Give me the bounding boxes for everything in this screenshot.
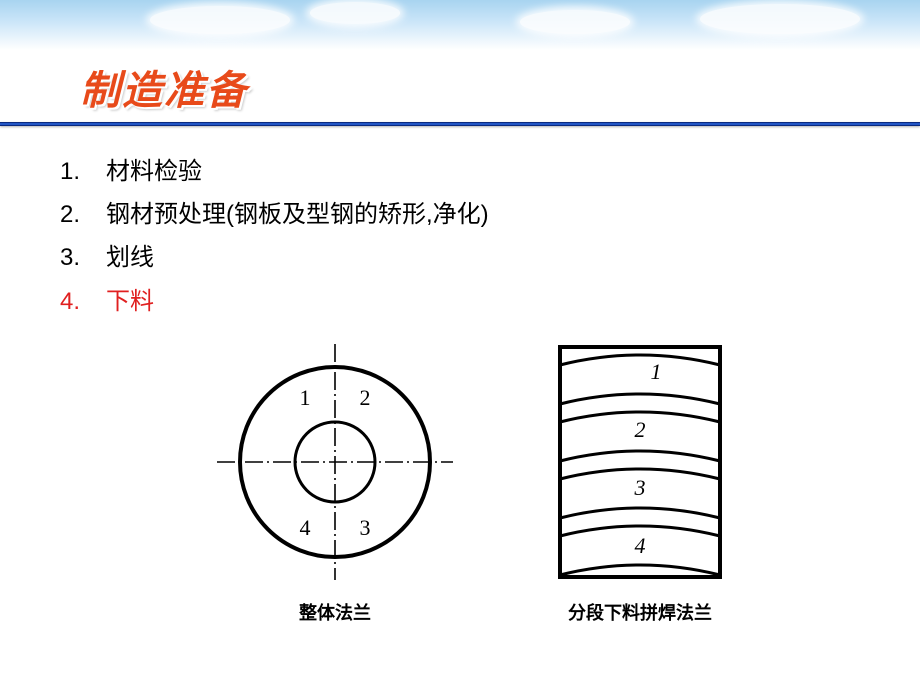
list-item-highlight: 4. 下料: [60, 280, 880, 323]
svg-text:4: 4: [300, 515, 311, 540]
ordered-list: 1. 材料检验 2. 钢材预处理(钢板及型钢的矫形,净化) 3. 划线 4. 下…: [60, 150, 880, 323]
svg-text:4: 4: [635, 533, 646, 558]
svg-text:3: 3: [634, 475, 646, 500]
list-text: 划线: [106, 236, 154, 279]
content-area: 1. 材料检验 2. 钢材预处理(钢板及型钢的矫形,净化) 3. 划线 4. 下…: [0, 126, 920, 625]
page-title: 制造准备: [80, 58, 920, 116]
title-area: 制造准备: [0, 50, 920, 116]
svg-text:2: 2: [635, 417, 646, 442]
list-item: 1. 材料检验: [60, 150, 880, 193]
list-text: 下料: [106, 280, 154, 323]
list-text: 钢材预处理(钢板及型钢的矫形,净化): [106, 193, 489, 236]
flange-whole-diagram: 1 2 3 4: [210, 337, 460, 587]
list-item: 3. 划线: [60, 236, 880, 279]
figure-left-caption: 整体法兰: [299, 599, 371, 625]
list-num: 3.: [60, 236, 106, 279]
figures-row: 1 2 3 4 整体法兰: [60, 337, 880, 625]
list-text: 材料检验: [106, 150, 202, 193]
svg-text:3: 3: [360, 515, 371, 540]
list-num: 1.: [60, 150, 106, 193]
list-num: 2.: [60, 193, 106, 236]
flange-segmented-diagram: 1 2 3 4: [550, 337, 730, 587]
list-num: 4.: [60, 280, 106, 323]
svg-text:1: 1: [651, 359, 662, 384]
svg-text:2: 2: [360, 385, 371, 410]
list-item: 2. 钢材预处理(钢板及型钢的矫形,净化): [60, 193, 880, 236]
figure-right-caption: 分段下料拼焊法兰: [568, 599, 712, 625]
sky-banner: [0, 0, 920, 50]
figure-right: 1 2 3 4 分段下料拼焊法兰: [550, 337, 730, 625]
svg-text:1: 1: [300, 385, 311, 410]
figure-left: 1 2 3 4 整体法兰: [210, 337, 460, 625]
